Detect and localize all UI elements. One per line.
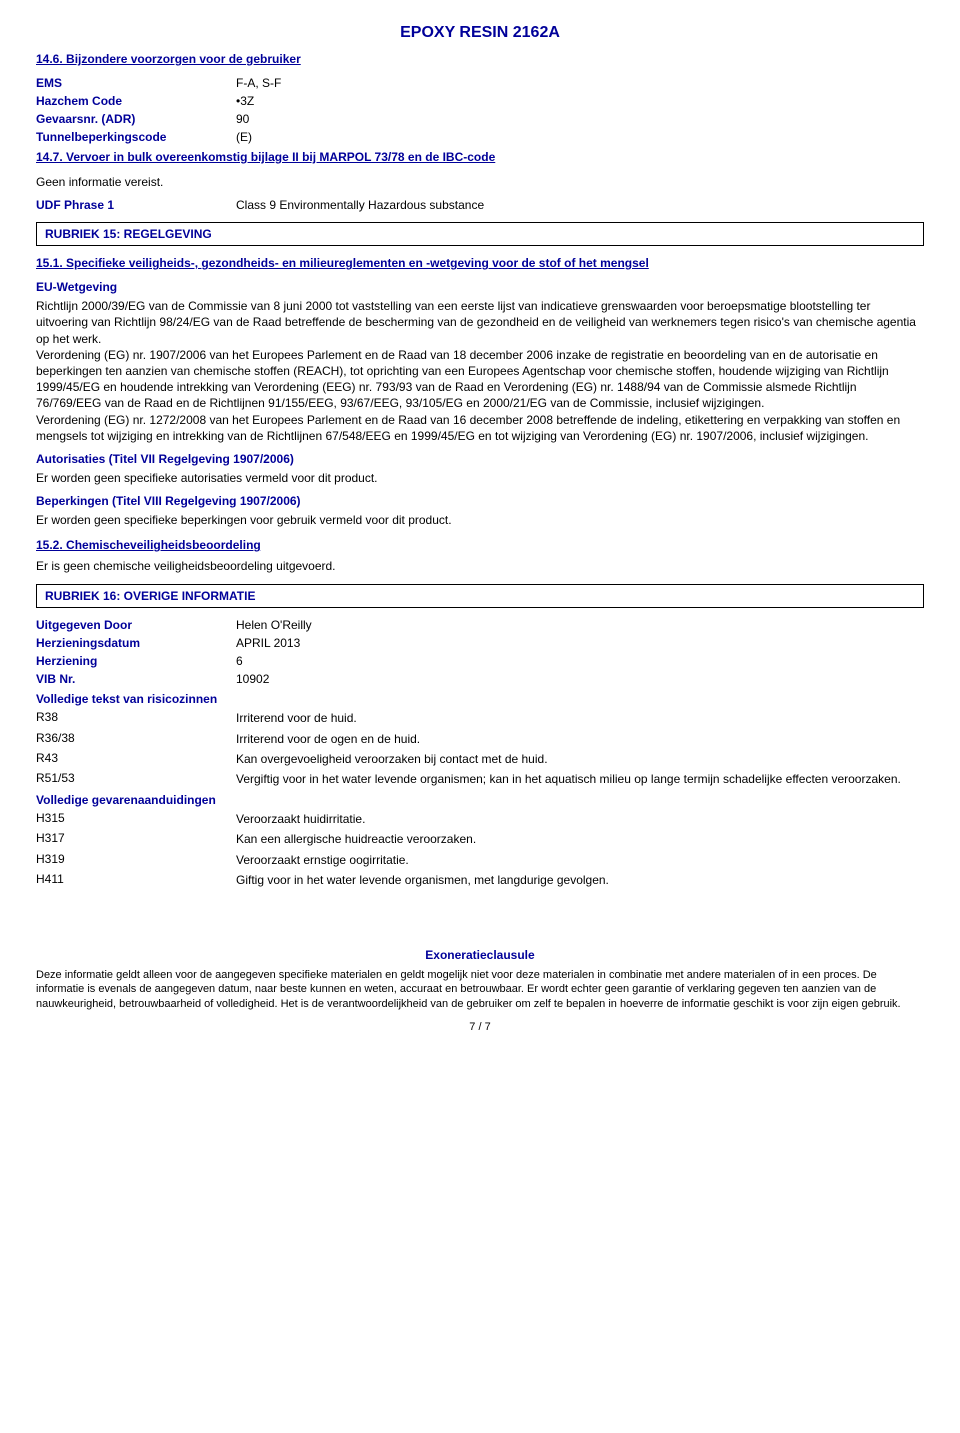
kv-row: Tunnelbeperkingscode (E) — [36, 130, 924, 144]
rest-label: Beperkingen (Titel VIII Regelgeving 1907… — [36, 494, 924, 508]
kv-row-udf: UDF Phrase 1 Class 9 Environmentally Haz… — [36, 198, 924, 212]
hazard-text: Giftig voor in het water levende organis… — [236, 872, 609, 888]
kv-label: Tunnelbeperkingscode — [36, 130, 236, 144]
kv-row: Herzieningsdatum APRIL 2013 — [36, 636, 924, 650]
heading-15-1: 15.1. Specifieke veiligheids-, gezondhei… — [36, 256, 924, 270]
risk-code: R43 — [36, 751, 236, 767]
risk-text: Irriterend voor de ogen en de huid. — [236, 731, 420, 747]
kv-value: 6 — [236, 654, 243, 668]
risk-code: R36/38 — [36, 731, 236, 747]
kv-row: Uitgegeven Door Helen O'Reilly — [36, 618, 924, 632]
eu-label: EU-Wetgeving — [36, 280, 924, 294]
hazard-text: Veroorzaakt huidirritatie. — [236, 811, 365, 827]
kv-value: 90 — [236, 112, 249, 126]
risk-text: Kan overgevoeligheid veroorzaken bij con… — [236, 751, 548, 767]
risk-code: R51/53 — [36, 771, 236, 787]
kv-row: Hazchem Code •3Z — [36, 94, 924, 108]
kv-table-14-6: EMS F-A, S-F Hazchem Code •3Z Gevaarsnr.… — [36, 76, 924, 144]
heading-14-6: 14.6. Bijzondere voorzorgen voor de gebr… — [36, 52, 924, 66]
heading-15-2: 15.2. Chemischeveiligheidsbeoordeling — [36, 538, 924, 552]
kv-label: Uitgegeven Door — [36, 618, 236, 632]
kv-label: VIB Nr. — [36, 672, 236, 686]
hazard-code: H315 — [36, 811, 236, 827]
hazard-code: H319 — [36, 852, 236, 868]
rubriek-15-box: RUBRIEK 15: REGELGEVING — [36, 222, 924, 246]
eu-text: Richtlijn 2000/39/EG van de Commissie va… — [36, 298, 924, 444]
rest-text: Er worden geen specifieke beperkingen vo… — [36, 512, 924, 528]
hazard-row: H319 Veroorzaakt ernstige oogirritatie. — [36, 852, 924, 868]
kv-value: (E) — [236, 130, 252, 144]
kv-value: Class 9 Environmentally Hazardous substa… — [236, 198, 484, 212]
kv-label: Herziening — [36, 654, 236, 668]
info-table: Uitgegeven Door Helen O'Reilly Herzienin… — [36, 618, 924, 686]
hazard-text: Veroorzaakt ernstige oogirritatie. — [236, 852, 409, 868]
kv-value: Helen O'Reilly — [236, 618, 312, 632]
kv-label: EMS — [36, 76, 236, 90]
kv-label: UDF Phrase 1 — [36, 198, 236, 212]
kv-value: 10902 — [236, 672, 269, 686]
risk-code: R38 — [36, 710, 236, 726]
kv-row: EMS F-A, S-F — [36, 76, 924, 90]
auth-label: Autorisaties (Titel VII Regelgeving 1907… — [36, 452, 924, 466]
kv-value: •3Z — [236, 94, 254, 108]
risk-text: Vergiftig voor in het water levende orga… — [236, 771, 901, 787]
hazard-code: H411 — [36, 872, 236, 888]
document-title: EPOXY RESIN 2162A — [36, 24, 924, 42]
hazard-text: Kan een allergische huidreactie veroorza… — [236, 831, 476, 847]
kv-value: APRIL 2013 — [236, 636, 300, 650]
kv-label: Herzieningsdatum — [36, 636, 236, 650]
risk-row: R38 Irriterend voor de huid. — [36, 710, 924, 726]
hazard-code: H317 — [36, 831, 236, 847]
paragraph-14-7: Geen informatie vereist. — [36, 174, 924, 190]
hazard-label: Volledige gevarenaanduidingen — [36, 793, 924, 807]
page-number: 7 / 7 — [36, 1021, 924, 1033]
risk-row: R36/38 Irriterend voor de ogen en de hui… — [36, 731, 924, 747]
rubriek-16-box: RUBRIEK 16: OVERIGE INFORMATIE — [36, 584, 924, 608]
hazard-table: H315 Veroorzaakt huidirritatie. H317 Kan… — [36, 811, 924, 888]
document-page: EPOXY RESIN 2162A 14.6. Bijzondere voorz… — [0, 0, 960, 1053]
disclaimer-title: Exoneratieclausule — [36, 948, 924, 962]
kv-row: VIB Nr. 10902 — [36, 672, 924, 686]
risk-row: R51/53 Vergiftig voor in het water leven… — [36, 771, 924, 787]
kv-value: F-A, S-F — [236, 76, 281, 90]
risk-text: Irriterend voor de huid. — [236, 710, 357, 726]
disclaimer-text: Deze informatie geldt alleen voor de aan… — [36, 968, 924, 1011]
risk-table: R38 Irriterend voor de huid. R36/38 Irri… — [36, 710, 924, 787]
hazard-row: H411 Giftig voor in het water levende or… — [36, 872, 924, 888]
risk-label: Volledige tekst van risicozinnen — [36, 692, 924, 706]
text-15-2: Er is geen chemische veiligheidsbeoordel… — [36, 558, 924, 574]
auth-text: Er worden geen specifieke autorisaties v… — [36, 470, 924, 486]
hazard-row: H315 Veroorzaakt huidirritatie. — [36, 811, 924, 827]
risk-row: R43 Kan overgevoeligheid veroorzaken bij… — [36, 751, 924, 767]
kv-row: Gevaarsnr. (ADR) 90 — [36, 112, 924, 126]
kv-row: Herziening 6 — [36, 654, 924, 668]
kv-label: Gevaarsnr. (ADR) — [36, 112, 236, 126]
hazard-row: H317 Kan een allergische huidreactie ver… — [36, 831, 924, 847]
kv-label: Hazchem Code — [36, 94, 236, 108]
heading-14-7: 14.7. Vervoer in bulk overeenkomstig bij… — [36, 150, 924, 164]
